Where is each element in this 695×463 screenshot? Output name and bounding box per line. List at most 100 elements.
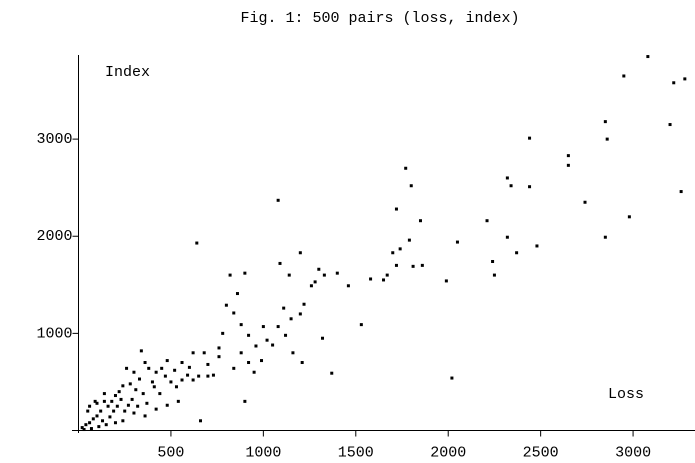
point bbox=[622, 74, 626, 78]
point bbox=[265, 338, 269, 342]
point bbox=[243, 399, 247, 403]
point bbox=[287, 273, 291, 277]
point bbox=[119, 397, 123, 401]
point bbox=[180, 361, 184, 365]
point bbox=[112, 409, 116, 413]
point bbox=[125, 366, 129, 370]
point bbox=[82, 428, 86, 432]
x-tick-label: 2000 bbox=[430, 444, 466, 461]
point bbox=[141, 392, 145, 396]
point bbox=[173, 368, 177, 372]
point bbox=[89, 427, 93, 431]
point bbox=[126, 403, 130, 407]
point bbox=[152, 385, 156, 389]
point bbox=[199, 419, 203, 423]
point bbox=[113, 394, 117, 398]
point bbox=[491, 259, 495, 263]
point bbox=[566, 163, 570, 167]
point bbox=[102, 399, 106, 403]
y-tick-label: 2000 bbox=[36, 228, 72, 245]
point bbox=[260, 359, 264, 363]
point bbox=[206, 374, 210, 378]
point bbox=[143, 361, 147, 365]
point bbox=[672, 81, 676, 85]
point bbox=[239, 323, 243, 327]
point bbox=[302, 302, 306, 306]
point bbox=[444, 279, 448, 283]
x-tick-label: 500 bbox=[157, 444, 184, 461]
point bbox=[121, 384, 125, 388]
point bbox=[485, 219, 489, 223]
point bbox=[243, 271, 247, 275]
point bbox=[206, 362, 210, 366]
point bbox=[668, 123, 672, 127]
point bbox=[232, 311, 236, 315]
point bbox=[145, 401, 149, 405]
point bbox=[88, 421, 92, 425]
chart-title: Fig. 1: 500 pairs (loss, index) bbox=[240, 10, 519, 27]
point bbox=[528, 185, 532, 189]
point bbox=[683, 77, 687, 81]
point bbox=[369, 277, 373, 281]
point bbox=[143, 414, 147, 418]
point bbox=[298, 312, 302, 316]
point bbox=[528, 136, 532, 140]
point bbox=[505, 235, 509, 239]
point bbox=[154, 370, 158, 374]
point bbox=[330, 371, 334, 375]
point bbox=[278, 261, 282, 265]
x-tick-label: 3000 bbox=[615, 444, 651, 461]
point bbox=[418, 219, 422, 223]
point bbox=[80, 426, 84, 430]
point bbox=[217, 355, 221, 359]
point bbox=[261, 325, 265, 329]
point bbox=[254, 344, 258, 348]
point bbox=[197, 374, 201, 378]
point bbox=[420, 263, 424, 267]
point bbox=[282, 306, 286, 310]
point bbox=[239, 351, 243, 355]
point bbox=[224, 303, 228, 307]
point bbox=[147, 366, 151, 370]
point bbox=[108, 415, 112, 419]
point bbox=[346, 284, 350, 288]
point bbox=[394, 207, 398, 211]
point bbox=[165, 403, 169, 407]
x-tick-label: 2500 bbox=[523, 444, 559, 461]
point bbox=[605, 137, 609, 141]
point bbox=[455, 240, 459, 244]
point bbox=[110, 399, 114, 403]
point bbox=[128, 382, 132, 386]
point bbox=[252, 370, 256, 374]
point bbox=[276, 325, 280, 329]
point bbox=[138, 377, 142, 381]
point bbox=[298, 251, 302, 255]
point bbox=[313, 280, 317, 284]
point bbox=[247, 333, 251, 337]
point bbox=[228, 273, 232, 277]
point bbox=[679, 190, 683, 194]
point bbox=[117, 390, 121, 394]
point bbox=[104, 423, 108, 427]
point bbox=[158, 392, 162, 396]
point bbox=[289, 317, 293, 321]
point bbox=[191, 351, 195, 355]
point bbox=[86, 409, 90, 413]
point bbox=[217, 346, 221, 350]
point bbox=[132, 411, 136, 415]
point bbox=[169, 380, 173, 384]
point bbox=[130, 397, 134, 401]
point bbox=[134, 388, 138, 392]
point bbox=[113, 421, 117, 425]
point bbox=[359, 323, 363, 327]
point bbox=[603, 120, 607, 124]
point bbox=[195, 241, 199, 245]
point bbox=[394, 263, 398, 267]
point bbox=[202, 351, 206, 355]
point bbox=[391, 251, 395, 255]
point bbox=[84, 423, 88, 427]
point bbox=[321, 336, 325, 340]
point bbox=[132, 370, 136, 374]
point bbox=[276, 198, 280, 202]
